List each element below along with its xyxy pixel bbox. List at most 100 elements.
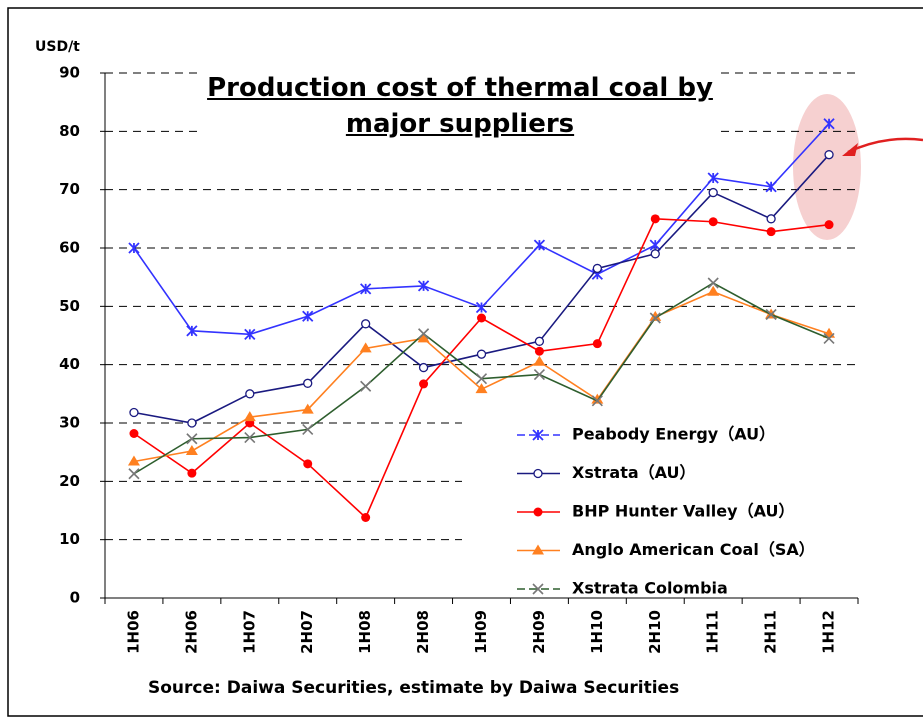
- y-tick-label: 0: [70, 589, 80, 607]
- marker-shape: [243, 411, 256, 422]
- marker-shape: [302, 310, 314, 322]
- marker-shape: [649, 310, 662, 321]
- marker: [649, 312, 661, 324]
- marker: [533, 369, 545, 381]
- marker: [591, 395, 603, 407]
- marker: [534, 346, 544, 356]
- x-tick-label: 1H11: [704, 610, 722, 654]
- marker: [418, 362, 429, 373]
- marker-shape: [301, 403, 314, 414]
- x-tick-label: 1H06: [124, 610, 142, 654]
- marker: [359, 342, 372, 353]
- highlight: [793, 94, 861, 240]
- marker-shape: [533, 239, 546, 251]
- marker: [417, 332, 430, 343]
- marker: [766, 227, 776, 237]
- marker: [533, 355, 546, 366]
- x-tick-label: 2H06: [182, 610, 200, 654]
- marker: [244, 328, 256, 340]
- marker-shape: [476, 349, 487, 359]
- marker-shape: [244, 328, 256, 340]
- marker-shape: [418, 328, 430, 340]
- marker: [707, 172, 719, 184]
- marker-shape: [765, 181, 777, 193]
- x-tick-label: 1H12: [820, 610, 838, 654]
- marker: [127, 455, 140, 466]
- marker: [707, 277, 719, 289]
- marker: [824, 150, 834, 160]
- marker-shape: [650, 214, 660, 224]
- marker: [475, 373, 488, 385]
- marker-shape: [186, 433, 198, 445]
- marker-shape: [534, 336, 545, 346]
- y-tick-label: 60: [59, 239, 80, 257]
- marker: [186, 325, 198, 337]
- marker: [823, 332, 835, 344]
- marker-shape: [418, 362, 429, 373]
- marker-shape: [360, 380, 372, 392]
- marker: [417, 280, 430, 292]
- marker: [475, 383, 488, 394]
- marker-shape: [129, 429, 139, 438]
- marker: [128, 242, 140, 254]
- x-tick-label: 2H10: [646, 610, 664, 654]
- marker: [650, 249, 660, 259]
- marker: [649, 310, 662, 321]
- marker-shape: [361, 319, 371, 329]
- chart-title: Production cost of thermal coal by major…: [200, 70, 720, 142]
- y-tick-label: 80: [59, 122, 80, 140]
- marker-shape: [650, 249, 660, 259]
- marker: [419, 379, 429, 389]
- marker: [475, 301, 488, 314]
- marker-shape: [361, 513, 371, 522]
- marker: [360, 380, 372, 392]
- marker-shape: [187, 418, 197, 428]
- marker-shape: [417, 280, 430, 292]
- marker-shape: [533, 468, 543, 479]
- marker: [532, 429, 544, 441]
- marker-shape: [475, 301, 488, 314]
- legend-label: BHP Hunter Valley（AU）: [572, 502, 794, 521]
- marker-shape: [532, 544, 544, 555]
- marker: [707, 285, 720, 296]
- marker: [766, 214, 776, 224]
- marker-shape: [707, 172, 719, 184]
- marker: [129, 407, 139, 418]
- marker: [360, 283, 372, 295]
- marker: [186, 433, 198, 445]
- marker-shape: [303, 459, 313, 469]
- marker: [245, 389, 255, 399]
- marker-shape: [359, 342, 372, 353]
- marker: [302, 310, 314, 322]
- marker: [592, 339, 602, 349]
- marker-shape: [244, 432, 256, 444]
- marker-shape: [592, 339, 602, 349]
- marker: [824, 220, 834, 230]
- marker-shape: [824, 220, 834, 230]
- marker-shape: [128, 242, 140, 254]
- marker-shape: [532, 583, 544, 595]
- legend-bg: [462, 414, 857, 592]
- marker: [591, 393, 604, 404]
- x-tick-label: 1H09: [472, 610, 490, 654]
- marker: [532, 544, 544, 555]
- marker: [302, 423, 314, 435]
- marker-shape: [477, 313, 486, 323]
- marker-shape: [708, 187, 718, 198]
- marker: [418, 328, 430, 340]
- marker-shape: [187, 468, 197, 478]
- marker-shape: [649, 312, 661, 324]
- marker: [823, 118, 835, 130]
- legend-label: Xstrata（AU）: [572, 463, 696, 482]
- marker: [476, 349, 487, 359]
- marker: [128, 468, 140, 480]
- marker: [303, 459, 313, 469]
- legend-label: Peabody Energy（AU）: [572, 425, 775, 444]
- marker-shape: [824, 150, 834, 160]
- marker-shape: [591, 395, 603, 407]
- marker-shape: [707, 285, 720, 296]
- marker-shape: [533, 507, 543, 517]
- marker-shape: [360, 283, 372, 295]
- x-tick-label: 2H07: [298, 610, 316, 654]
